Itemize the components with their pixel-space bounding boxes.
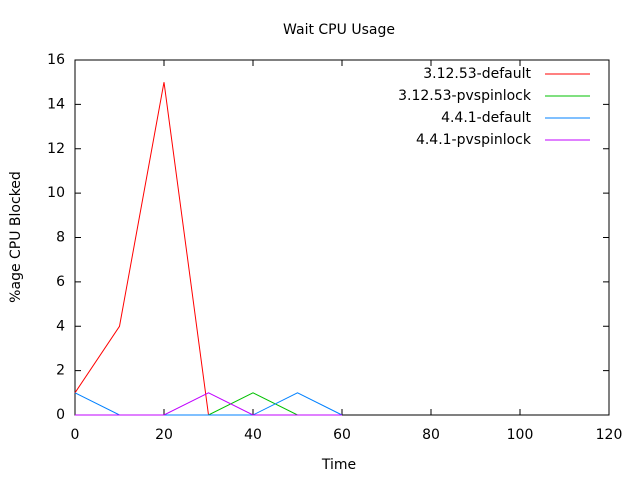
series-line (75, 392, 342, 416)
y-tick-label: 2 (56, 363, 65, 379)
x-axis-label: Time (321, 457, 356, 473)
y-axis-label: %age CPU Blocked (8, 171, 24, 303)
y-tick-label: 0 (56, 407, 65, 423)
x-tick-label: 60 (333, 427, 351, 443)
y-tick-label: 6 (56, 274, 65, 290)
legend-label: 3.12.53-default (423, 66, 531, 82)
legend-label: 4.4.1-pvspinlock (416, 132, 532, 148)
x-tick-label: 80 (422, 427, 440, 443)
legend-label: 3.12.53-pvspinlock (398, 88, 532, 104)
y-tick-label: 4 (56, 318, 65, 334)
y-tick-label: 8 (56, 230, 65, 246)
x-tick-label: 20 (155, 427, 173, 443)
y-tick-label: 16 (47, 52, 65, 68)
legend-label: 4.4.1-default (441, 110, 531, 126)
x-tick-label: 120 (596, 427, 623, 443)
chart-title: Wait CPU Usage (283, 22, 395, 38)
x-tick-label: 100 (507, 427, 534, 443)
x-tick-label: 40 (244, 427, 262, 443)
x-tick-label: 0 (71, 427, 80, 443)
y-tick-label: 10 (47, 185, 65, 201)
y-tick-label: 12 (47, 141, 65, 157)
series-line (74, 82, 342, 416)
y-tick-label: 14 (47, 96, 65, 112)
